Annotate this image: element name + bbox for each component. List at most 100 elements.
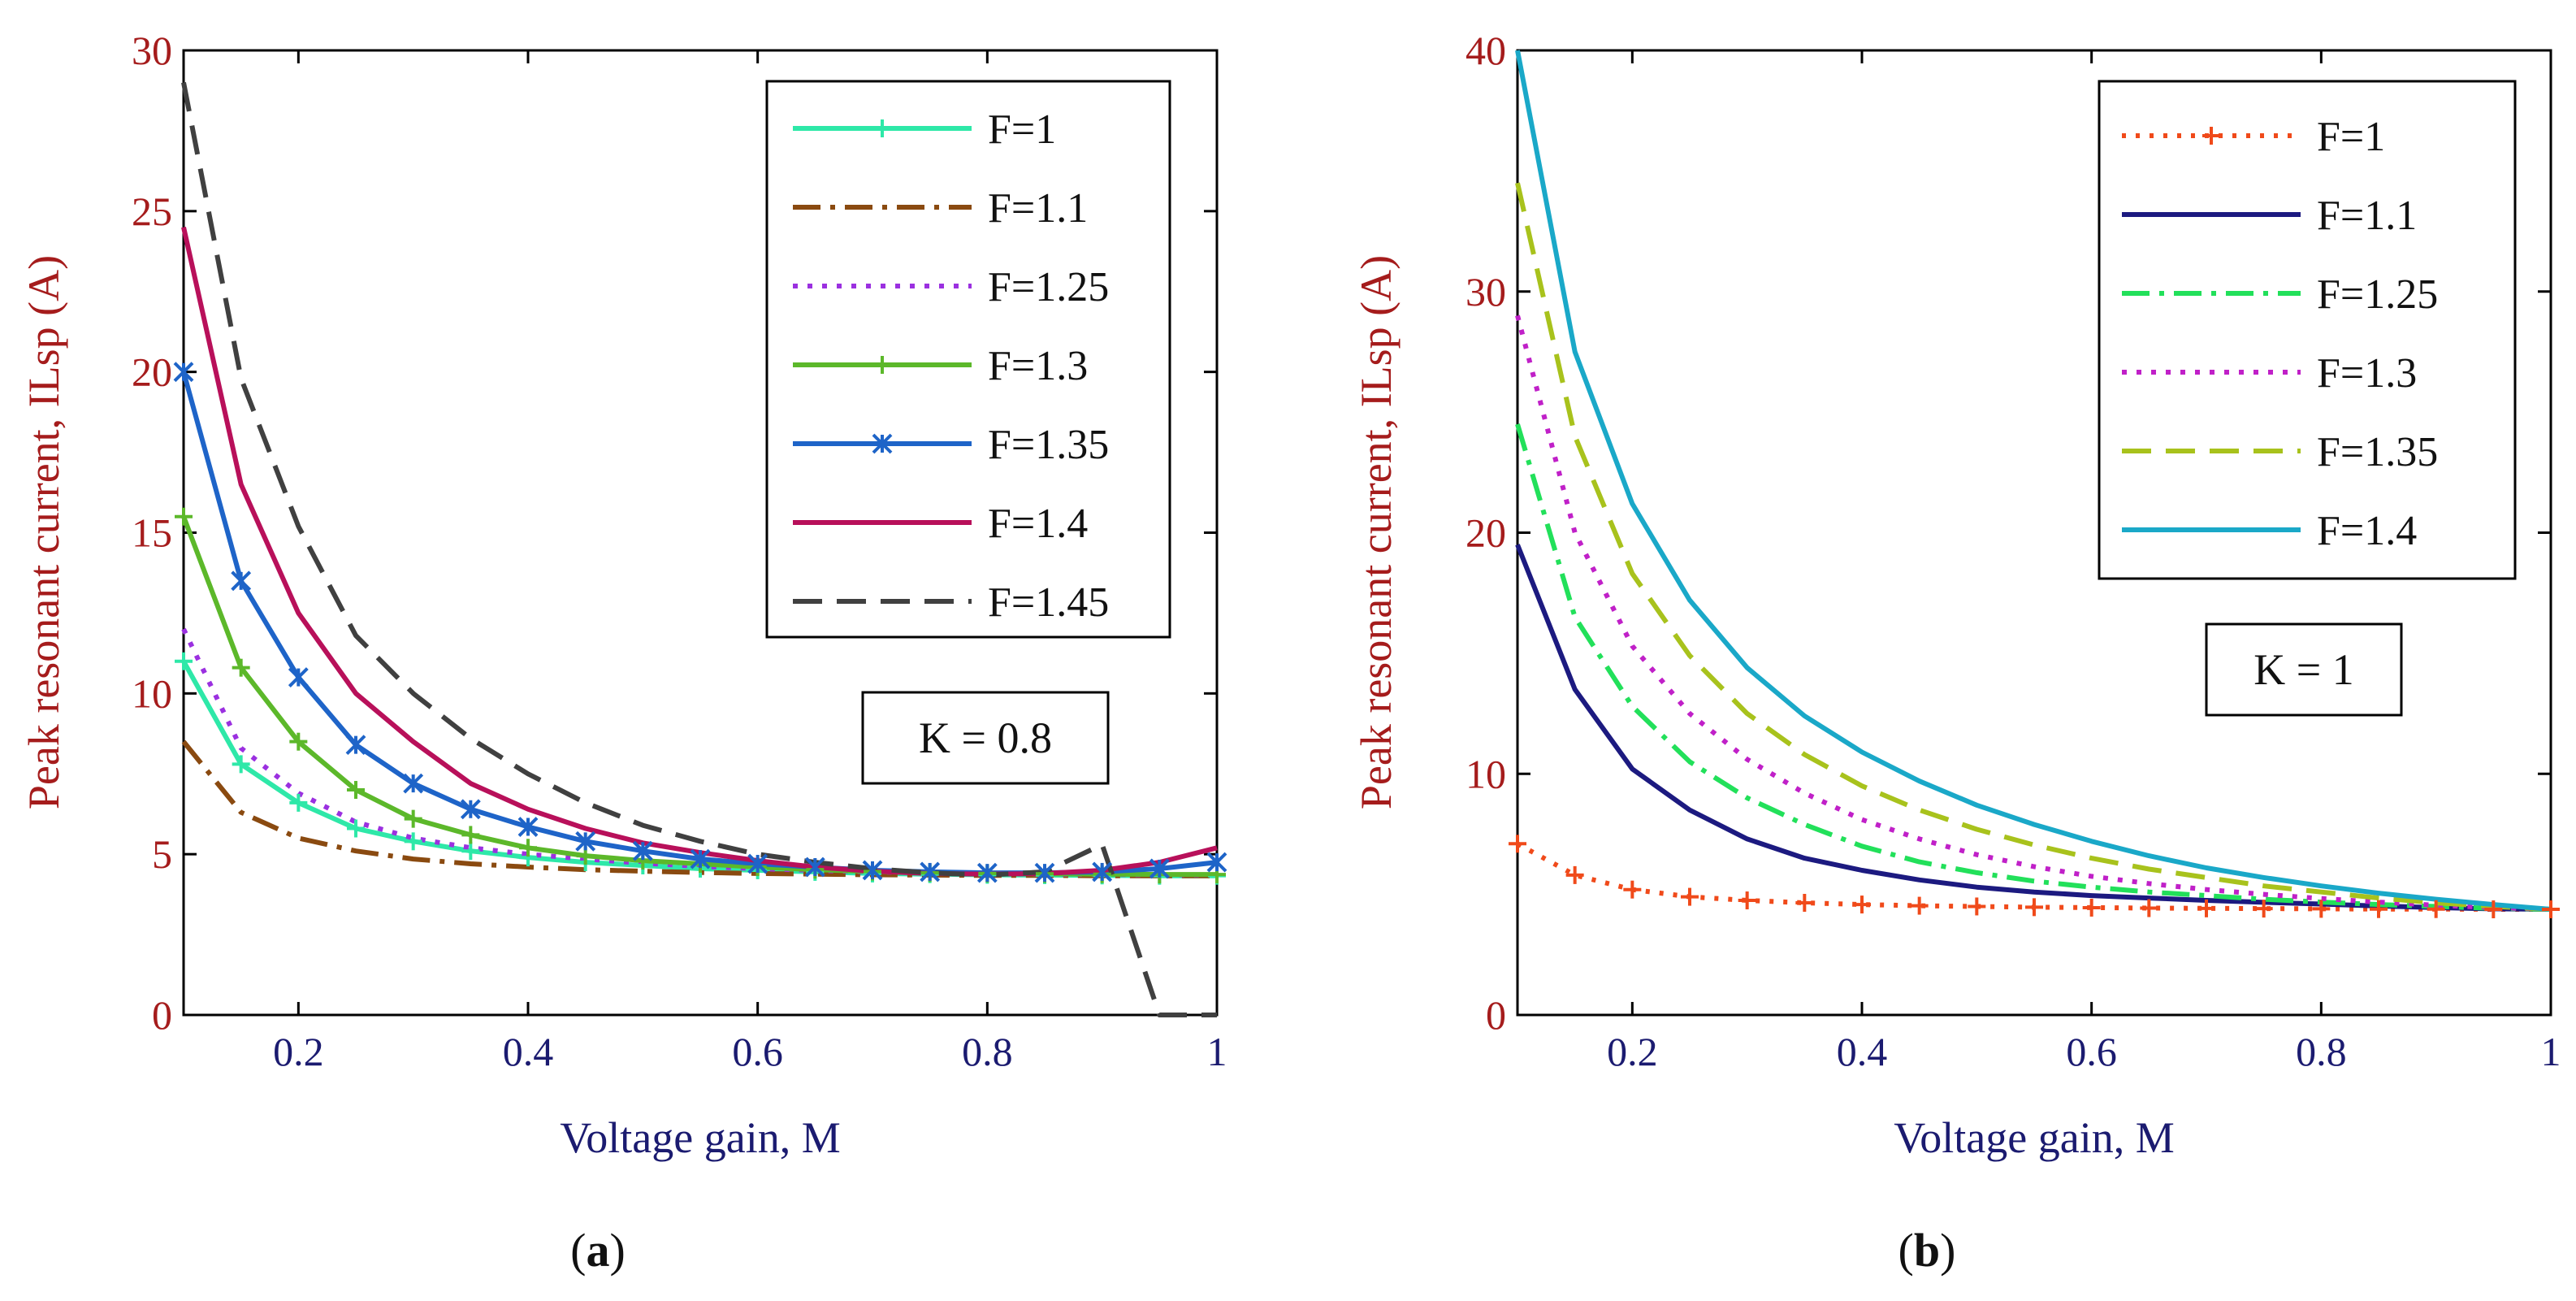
legend-a-label-4: F=1.35 <box>988 422 1109 468</box>
chart-a-legend: F=1 F=1.1 F=1.25 F=1.3 F=1.35 F=1.4 F=1.… <box>765 80 1171 639</box>
legend-a-label-5: F=1.4 <box>988 501 1088 547</box>
chart-a-ytick-label: 20 <box>132 349 172 395</box>
chart-a-legend-box <box>765 80 1171 639</box>
chart-a-xlabel: Voltage gain, M <box>560 1113 840 1162</box>
legend-a-label-1: F=1.1 <box>988 185 1088 232</box>
legend-b-swatch-marker-0 <box>2202 127 2220 145</box>
chart-a-ytick-label: 25 <box>132 189 172 234</box>
chart-a-series-4-point <box>517 817 539 837</box>
chart-a-ytick-label: 0 <box>152 992 172 1038</box>
chart-b-xlabel: Voltage gain, M <box>1894 1113 2174 1162</box>
chart-a-series-0-point <box>461 842 480 861</box>
caption-a: (a) <box>570 1224 626 1277</box>
chart-a-series-4-point <box>173 362 194 383</box>
chart-a-series-3-point <box>519 839 537 857</box>
chart-b-series-0-point <box>1853 896 1871 914</box>
chart-a-annotation-box <box>861 691 1110 785</box>
chart-b-xtick-label: 0.4 <box>1837 1029 1888 1074</box>
chart-b-series-4 <box>1515 182 2552 912</box>
chart-a-series-4-point <box>288 667 309 687</box>
chart-b-series-0-point <box>1738 891 1756 910</box>
chart-a-ytick-label: 30 <box>132 28 172 73</box>
chart-a-annotation: K = 0.8 <box>861 691 1110 785</box>
chart-a-series-4-point <box>1149 858 1170 879</box>
chart-a-xtick-label: 0.6 <box>732 1029 783 1074</box>
legend-b-label-2: F=1.25 <box>2317 271 2438 318</box>
chart-a-series-3-point <box>347 781 365 800</box>
chart-a-xtick-label: 0.4 <box>503 1029 554 1074</box>
chart-a-series-3-point <box>175 507 193 526</box>
chart-b: 0 10 20 30 40 0.2 0.4 0.6 0.8 1 Peak resonant cur… <box>1352 28 2561 1277</box>
chart-a-ytick-label: 15 <box>132 510 172 556</box>
chart-a-series-3-point <box>404 809 422 828</box>
chart-b-ytick-label: 10 <box>1466 751 1506 796</box>
chart-b-annotation-text: K = 1 <box>2253 645 2353 694</box>
chart-a-series-4-point <box>231 570 252 592</box>
chart-b-series-0-point <box>2370 900 2388 918</box>
legend-a-label-6: F=1.45 <box>988 579 1109 626</box>
chart-b-series-0-point <box>2542 900 2560 919</box>
chart-b-series-0-point <box>1681 887 1699 906</box>
legend-a-label-0: F=1 <box>988 106 1056 153</box>
chart-b-series-0-point <box>1623 880 1642 899</box>
chart-a-annotation-text: K = 0.8 <box>919 713 1052 762</box>
chart-a-series-4-point <box>632 840 653 861</box>
chart-a: 0 5 10 15 20 25 30 0.2 0.4 0.6 0.8 1 Peak resonant … <box>19 28 1227 1277</box>
chart-b-series-0-point <box>2312 900 2331 918</box>
chart-a-series-4-point <box>1206 852 1227 873</box>
chart-a-series-4-point <box>460 799 481 820</box>
chart-b-xtick-label: 0.8 <box>2296 1029 2347 1074</box>
chart-a-series-0-point <box>175 652 193 670</box>
chart-a-xtick-label: 0.2 <box>273 1029 324 1074</box>
chart-b-ytick-label: 40 <box>1466 28 1506 73</box>
chart-b-legend: F=1 F=1.1 F=1.25 F=1.3 F=1.35 F=1.4 <box>2098 80 2517 580</box>
legend-b-label-4: F=1.35 <box>2317 429 2438 475</box>
chart-a-ylabel: Peak resonant current, ILsp (A) <box>19 255 68 809</box>
chart-a-series-4-point <box>976 862 998 883</box>
chart-b-series-3 <box>1515 314 2552 912</box>
legend-a-swatch-marker-4 <box>872 433 893 454</box>
chart-a-series-3-point <box>461 826 480 844</box>
chart-b-series-0-point <box>2140 899 2158 917</box>
legend-b-label-1: F=1.1 <box>2317 193 2417 239</box>
legend-a-swatch-marker-0 <box>873 119 891 137</box>
chart-a-series-0-point <box>404 832 422 851</box>
chart-a-ytick-label: 5 <box>152 831 172 877</box>
legend-a-swatch-marker-3 <box>873 356 891 374</box>
chart-a-series-4-point <box>690 848 711 870</box>
chart-a-ytick-label: 10 <box>132 670 172 716</box>
chart-a-series-4-point <box>403 773 424 794</box>
chart-b-legend-box <box>2098 80 2517 580</box>
chart-a-xtick-label: 1 <box>1207 1029 1227 1074</box>
chart-b-ytick-label: 0 <box>1486 992 1506 1038</box>
chart-b-series-0-point <box>1509 835 1526 853</box>
chart-b-ytick-label: 20 <box>1466 510 1506 556</box>
chart-b-xtick-label: 1 <box>2541 1029 2561 1074</box>
chart-b-ytick-label: 30 <box>1466 269 1506 314</box>
legend-a-label-2: F=1.25 <box>988 264 1109 310</box>
chart-a-series-4-point <box>862 860 883 881</box>
chart-a-series-0-point <box>289 793 308 812</box>
legend-b-label-3: F=1.3 <box>2317 350 2417 397</box>
chart-a-xtick-label: 0.8 <box>962 1029 1013 1074</box>
chart-a-series-3-point <box>289 732 308 751</box>
chart-a-series-4-point <box>1034 862 1055 883</box>
chart-a-series-0-point <box>232 755 250 774</box>
chart-b-series-0-point <box>1795 894 1814 913</box>
chart-a-series-4-point <box>1092 861 1113 883</box>
chart-b-series-0-point <box>2427 900 2445 918</box>
chart-b-series-0-point <box>1910 896 1929 915</box>
chart-b-xtick-label: 0.6 <box>2066 1029 2117 1074</box>
chart-a-series-4-point <box>747 853 768 874</box>
chart-b-series-0-point <box>2082 898 2101 917</box>
chart-b-series-0-point <box>1565 865 1584 884</box>
chart-a-series-4-point <box>345 735 366 756</box>
chart-a-series-4-point <box>804 856 825 878</box>
chart-a-series-4-point <box>920 861 941 883</box>
chart-b-series-0-point <box>2025 898 2043 917</box>
chart-b-series-0-point <box>2484 900 2503 919</box>
legend-a-label-3: F=1.3 <box>988 343 1088 389</box>
chart-a-series-0-point <box>347 819 365 838</box>
legend-b-label-0: F=1 <box>2317 114 2385 160</box>
